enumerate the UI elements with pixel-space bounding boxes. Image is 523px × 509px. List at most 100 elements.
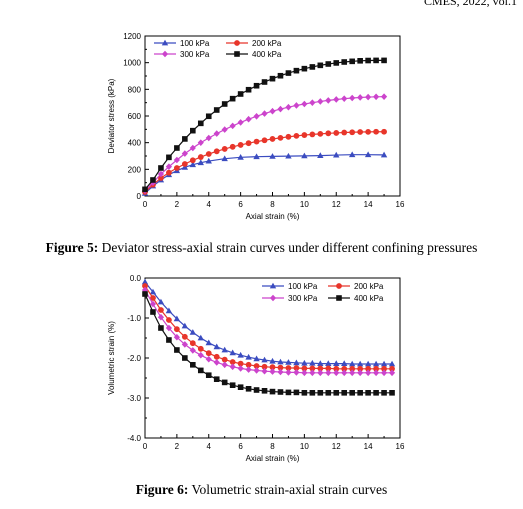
data-point <box>261 388 268 394</box>
x-tick-label: 10 <box>300 200 309 209</box>
x-tick-label: 6 <box>238 200 243 209</box>
series-400-kpa <box>142 57 387 193</box>
legend-label: 100 kPa <box>180 39 210 48</box>
figure-6-text: Volumetric strain-axial strain curves <box>191 482 388 497</box>
data-point <box>301 152 308 159</box>
data-point <box>237 91 244 97</box>
data-point <box>166 317 172 323</box>
data-point <box>285 103 292 111</box>
data-point <box>237 142 244 148</box>
data-point <box>357 369 364 377</box>
data-point <box>197 139 204 146</box>
data-point <box>317 130 324 137</box>
data-point <box>269 388 276 395</box>
y-axis-label: Deviator stress (kPa) <box>107 78 116 153</box>
data-point <box>221 146 228 152</box>
data-point <box>229 143 236 150</box>
data-point <box>174 145 180 151</box>
data-point <box>237 154 244 160</box>
data-point <box>348 360 356 367</box>
data-point <box>213 107 220 113</box>
data-point <box>166 169 172 176</box>
data-point <box>277 368 284 376</box>
legend-marker <box>336 295 342 301</box>
data-point <box>165 324 173 332</box>
x-tick-label: 12 <box>332 200 341 209</box>
data-point <box>181 161 188 167</box>
data-point <box>189 157 196 164</box>
data-point <box>341 390 348 396</box>
y-tick-label: 1000 <box>123 59 141 68</box>
data-point <box>277 134 284 141</box>
data-point <box>150 309 156 315</box>
data-point <box>285 369 292 376</box>
data-point <box>221 346 228 353</box>
data-point <box>197 159 204 166</box>
data-point <box>205 350 212 357</box>
data-point <box>381 390 387 396</box>
data-point <box>285 365 292 371</box>
data-point <box>325 390 332 396</box>
data-point <box>317 360 324 366</box>
data-point <box>173 165 180 171</box>
data-point <box>388 360 396 367</box>
legend-marker <box>269 294 277 302</box>
data-point <box>229 359 236 365</box>
series-200-kpa <box>142 283 395 372</box>
data-point <box>173 315 181 322</box>
data-point <box>389 365 395 372</box>
data-point <box>197 351 204 359</box>
data-point <box>325 61 332 67</box>
data-point <box>341 95 348 102</box>
data-point <box>277 72 284 79</box>
data-point <box>285 152 292 159</box>
data-point <box>205 339 212 346</box>
data-point <box>213 148 220 155</box>
data-point <box>317 98 324 105</box>
legend-entry-200-kpa: 200 kPa <box>226 39 282 48</box>
y-tick-label: -3.0 <box>127 394 141 403</box>
figure-6-caption: Figure 6: Volumetric strain-axial strain… <box>0 482 523 498</box>
data-point <box>142 283 148 289</box>
data-point <box>341 360 348 366</box>
data-point <box>261 137 268 144</box>
legend-label: 400 kPa <box>354 294 384 303</box>
y-tick-label: 1200 <box>123 32 141 41</box>
x-tick-label: 4 <box>207 200 212 209</box>
data-point <box>325 97 332 104</box>
data-point <box>380 93 388 100</box>
data-point <box>293 389 300 396</box>
data-point <box>317 62 324 69</box>
data-point <box>261 367 268 375</box>
data-point <box>253 112 260 120</box>
data-point <box>197 120 204 127</box>
series-200-kpa <box>142 128 387 195</box>
data-point <box>309 359 316 366</box>
data-point <box>245 86 252 93</box>
y-tick-label: 0.0 <box>130 274 142 283</box>
data-point <box>372 360 380 367</box>
data-point <box>341 59 348 65</box>
data-point <box>189 161 197 168</box>
data-point <box>158 175 164 181</box>
legend-marker <box>234 51 240 57</box>
legend-entry-300-kpa: 300 kPa <box>262 294 318 303</box>
data-point <box>293 132 300 139</box>
data-point <box>301 359 308 366</box>
legend-entry-400-kpa: 400 kPa <box>226 50 282 59</box>
legend-entry-200-kpa: 200 kPa <box>328 282 384 291</box>
data-point <box>277 364 284 371</box>
data-point <box>365 128 372 135</box>
x-tick-label: 16 <box>396 200 405 209</box>
y-tick-label: -1.0 <box>127 314 141 323</box>
data-point <box>173 326 180 333</box>
data-point <box>269 364 276 371</box>
data-point <box>356 360 364 367</box>
data-point <box>245 366 252 373</box>
running-header: CMES, 2022, vol.1 <box>423 0 517 8</box>
legend-marker <box>234 40 240 46</box>
legend-entry-400-kpa: 400 kPa <box>328 294 384 303</box>
data-point <box>293 359 300 366</box>
data-point <box>309 365 316 372</box>
data-point <box>348 151 356 158</box>
